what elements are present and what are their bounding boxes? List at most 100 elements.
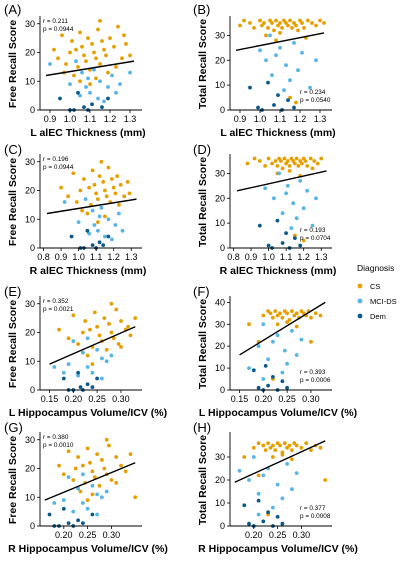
point-cs bbox=[133, 495, 138, 500]
point-dem bbox=[69, 234, 74, 239]
x-tick-label: 1.3 bbox=[124, 114, 137, 124]
point-cs bbox=[124, 42, 128, 46]
regression-line bbox=[234, 440, 326, 483]
point-cs bbox=[278, 443, 282, 448]
point-mci-ds bbox=[99, 205, 104, 210]
point-mci-ds bbox=[247, 478, 251, 482]
point-mci-ds bbox=[280, 496, 285, 501]
point-cs bbox=[104, 347, 109, 352]
point-cs bbox=[81, 330, 85, 335]
point-cs bbox=[119, 319, 123, 323]
y-tick-label: 30 bbox=[25, 157, 35, 167]
point-dem bbox=[90, 512, 95, 517]
point-mci-ds bbox=[314, 58, 318, 63]
point-mci-ds bbox=[102, 99, 106, 104]
point-cs bbox=[275, 322, 280, 327]
point-dem bbox=[242, 503, 247, 508]
scatter-points bbox=[247, 309, 323, 392]
point-mci-ds bbox=[285, 462, 289, 466]
y-tick-label: 30 bbox=[215, 168, 225, 178]
point-cs bbox=[88, 460, 92, 465]
point-cs bbox=[87, 185, 91, 190]
point-mci-ds bbox=[288, 78, 292, 83]
point-cs bbox=[128, 333, 133, 338]
stat-p: p = 0.0944 bbox=[43, 26, 74, 33]
x-tick-label: 1.1 bbox=[90, 252, 103, 262]
point-cs bbox=[114, 455, 119, 459]
panel-g: (G) 0.20 0.25 0.30 0 10 20 30 R Hippocampus Volu… bbox=[4, 420, 168, 555]
point-cs bbox=[96, 27, 100, 32]
point-dem bbox=[66, 521, 71, 525]
point-mci-ds bbox=[110, 73, 114, 78]
point-cs bbox=[280, 315, 285, 320]
point-dem bbox=[261, 519, 266, 524]
point-mci-ds bbox=[294, 471, 299, 475]
y-tick-label: 0 bbox=[220, 385, 225, 395]
point-cs bbox=[103, 214, 107, 219]
point-mci-ds bbox=[100, 495, 104, 500]
point-cs bbox=[310, 166, 315, 171]
point-cs bbox=[294, 324, 299, 329]
point-cs bbox=[293, 161, 297, 166]
point-cs bbox=[323, 478, 328, 482]
point-mci-ds bbox=[291, 201, 296, 206]
point-cs bbox=[285, 320, 289, 324]
point-cs bbox=[114, 65, 118, 69]
point-cs bbox=[287, 169, 292, 173]
point-mci-ds bbox=[117, 211, 121, 216]
scatter-points bbox=[48, 19, 132, 112]
panel-d: (D) 0.8 0.9 1.0 1.1 1.2 1.3 0 10 20 30 R alEC Thick… bbox=[193, 142, 336, 277]
point-cs bbox=[301, 238, 306, 243]
point-mci-ds bbox=[300, 50, 304, 55]
x-tick-label: 1.0 bbox=[72, 252, 85, 262]
point-mci-ds bbox=[92, 223, 97, 227]
point-mci-ds bbox=[103, 234, 107, 239]
stat-r: r = 0.352 bbox=[43, 298, 69, 305]
panel-b: (B) 0.9 1.0 1.1 1.2 1.3 0 10 20 30 L alEC Thicknes… bbox=[193, 2, 336, 139]
point-cs bbox=[282, 156, 287, 161]
point-cs bbox=[296, 28, 300, 33]
regression-line bbox=[44, 462, 136, 501]
point-dem bbox=[266, 510, 270, 515]
stat-p: p = 0.0008 bbox=[300, 513, 331, 520]
point-mci-ds bbox=[109, 353, 114, 358]
point-cs bbox=[285, 311, 289, 316]
point-cs bbox=[312, 159, 317, 163]
regression-line bbox=[46, 198, 137, 215]
stat-p: p = 0.0540 bbox=[300, 97, 331, 104]
point-mci-ds bbox=[271, 339, 275, 344]
point-cs bbox=[112, 44, 116, 49]
x-tick-label: 0.25 bbox=[269, 530, 287, 540]
point-mci-ds bbox=[83, 197, 88, 202]
point-dem bbox=[61, 376, 66, 381]
point-mci-ds bbox=[71, 339, 76, 343]
point-cs bbox=[125, 180, 130, 184]
y-axis-title: Free Recall Score bbox=[7, 158, 19, 246]
point-cs bbox=[322, 21, 326, 25]
stat-p: p = 0.0010 bbox=[43, 442, 74, 449]
point-mci-ds bbox=[263, 186, 267, 191]
point-cs bbox=[96, 197, 100, 202]
point-cs bbox=[109, 478, 114, 482]
x-axis-title: R alEC Thickness (mm) bbox=[220, 265, 337, 277]
point-cs bbox=[318, 18, 322, 23]
x-tick-label: 1.2 bbox=[297, 252, 310, 262]
point-cs bbox=[294, 23, 298, 28]
x-tick-label: 0.20 bbox=[255, 394, 273, 404]
point-cs bbox=[85, 211, 90, 216]
point-dem bbox=[284, 231, 288, 236]
point-cs bbox=[242, 18, 246, 23]
point-mci-ds bbox=[275, 482, 280, 487]
x-tick-label: 1.1 bbox=[274, 114, 287, 124]
point-mci-ds bbox=[86, 76, 90, 81]
point-cs bbox=[287, 443, 292, 448]
x-tick-label: 0.30 bbox=[103, 530, 121, 540]
point-cs bbox=[258, 18, 262, 23]
point-dem bbox=[285, 385, 289, 390]
point-mci-ds bbox=[104, 359, 109, 364]
point-mci-ds bbox=[100, 356, 104, 361]
point-cs bbox=[274, 38, 278, 43]
point-mci-ds bbox=[100, 376, 104, 381]
point-mci-ds bbox=[284, 63, 288, 68]
